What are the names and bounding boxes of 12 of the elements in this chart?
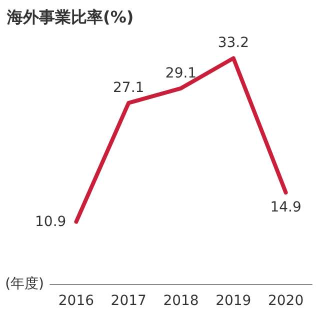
data-label: 27.1 [113, 80, 144, 96]
x-axis-title: (年度) [5, 276, 44, 292]
data-label: 14.9 [270, 199, 302, 216]
chart-title: 海外事業比率(%) [6, 8, 134, 26]
data-label: 33.2 [218, 35, 249, 52]
data-label: 29.1 [165, 65, 197, 82]
x-tick-label: 2019 [216, 293, 252, 309]
x-tick-label: 2016 [58, 293, 94, 309]
x-tick-label: 2018 [163, 293, 199, 309]
data-label: 10.9 [35, 214, 66, 230]
x-tick-label: 2017 [110, 293, 146, 309]
x-tick-label: 2020 [268, 293, 304, 309]
